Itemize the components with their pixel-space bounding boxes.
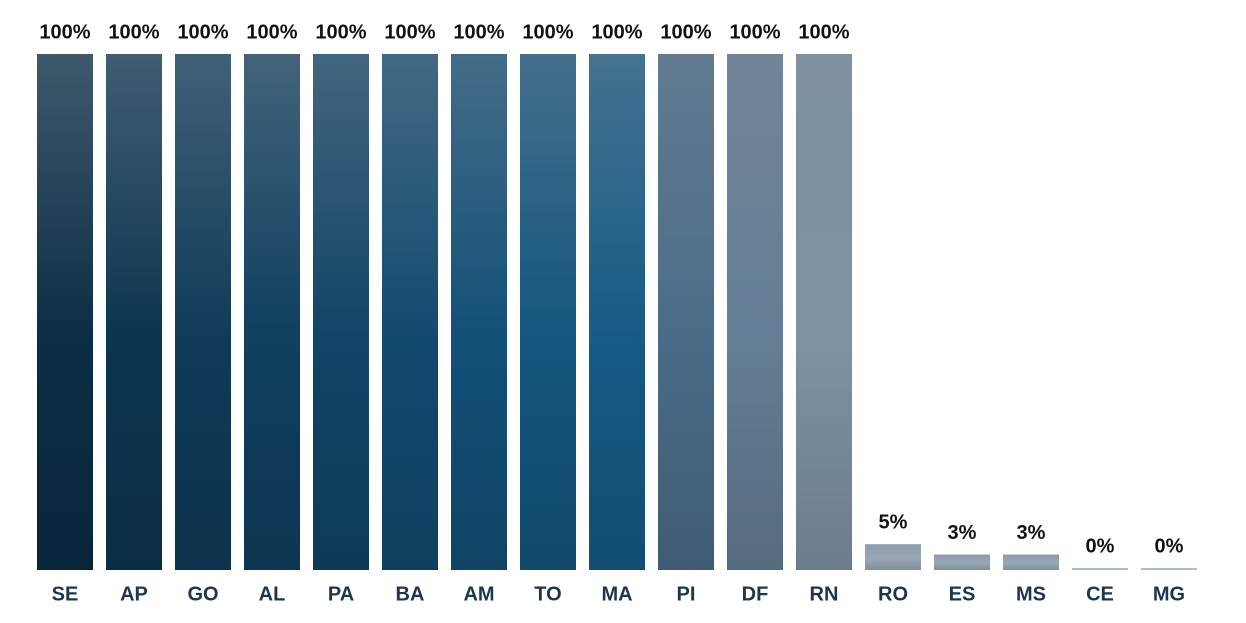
bar [1141,568,1197,570]
x-tick-label: PA [328,583,354,605]
bar [175,54,231,570]
bar [658,54,714,570]
bar [1072,568,1128,570]
x-tick-label: CE [1086,583,1114,605]
value-label: 100% [177,21,228,43]
x-tick-label: ES [949,583,976,605]
bar [37,54,93,570]
x-tick-label: MA [601,583,632,605]
bar [244,54,300,570]
value-label: 100% [39,21,90,43]
x-tick-label: MG [1153,583,1185,605]
x-tick-label: MS [1016,583,1046,605]
bar [382,54,438,570]
bar [313,54,369,570]
value-label: 100% [729,21,780,43]
x-tick-label: PI [677,583,696,605]
bar [796,54,852,570]
x-tick-label: DF [742,583,769,605]
x-tick-label: GO [187,583,218,605]
value-label: 5% [879,511,908,533]
value-label: 100% [108,21,159,43]
bar [520,54,576,570]
value-label: 100% [798,21,849,43]
value-label: 100% [591,21,642,43]
value-label: 100% [315,21,366,43]
value-label: 0% [1155,535,1184,557]
value-label: 100% [660,21,711,43]
x-tick-label: SE [52,583,79,605]
x-tick-label: BA [396,583,425,605]
x-tick-label: RO [878,583,908,605]
value-label: 0% [1086,535,1115,557]
bar [1003,554,1059,570]
bar [451,54,507,570]
value-label: 3% [1017,522,1046,544]
value-label: 100% [384,21,435,43]
bar [727,54,783,570]
value-label: 100% [453,21,504,43]
value-label: 100% [246,21,297,43]
bar [934,554,990,570]
value-label: 100% [522,21,573,43]
x-tick-label: TO [534,583,561,605]
value-label: 3% [948,522,977,544]
bar [106,54,162,570]
x-tick-label: AM [463,583,494,605]
bar [589,54,645,570]
bar [865,544,921,570]
x-tick-label: RN [810,583,839,605]
x-tick-label: AL [259,583,286,605]
x-tick-label: AP [120,583,148,605]
